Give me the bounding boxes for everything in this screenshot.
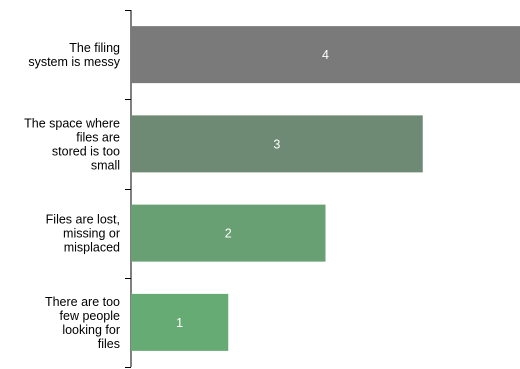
data-label-2: 3 xyxy=(273,137,280,151)
bar-1 xyxy=(131,26,520,84)
bar-3 xyxy=(131,204,326,262)
axis-layer xyxy=(125,10,132,368)
bar-4 xyxy=(131,293,229,351)
category-label-4: There are too few people looking for files xyxy=(45,295,120,351)
bar-layer xyxy=(131,26,520,351)
data-label-4: 1 xyxy=(176,316,183,330)
label-layer: 4 The filing system is messy 3 The space whe… xyxy=(24,41,329,351)
data-label-1: 4 xyxy=(322,48,329,62)
category-label-3: Files are lost, missing or misplaced xyxy=(46,213,120,255)
category-label-2: The space where files are stored is too sma… xyxy=(24,116,120,172)
data-label-3: 2 xyxy=(225,227,232,241)
category-label-1: The filing system is messy xyxy=(28,41,120,69)
bar-2 xyxy=(131,115,423,173)
